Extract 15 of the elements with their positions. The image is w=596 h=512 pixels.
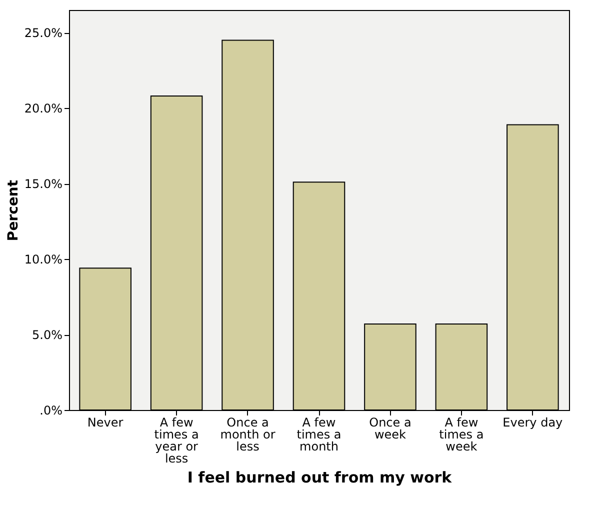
x-tick-label: Once a month or less (220, 416, 276, 454)
y-tick-label: 5.0% (32, 328, 62, 342)
x-tick-label: Never (87, 416, 124, 430)
y-tick-label: 15.0% (24, 177, 62, 192)
y-axis-title: Percent (5, 180, 22, 242)
y-tick-label: 20.0% (24, 102, 62, 116)
x-tick-label: A few times a month (296, 416, 342, 454)
y-tick-label: 25.0% (24, 26, 62, 40)
x-axis-title: I feel burned out from my work (187, 468, 453, 486)
x-tick-label: Every day (502, 416, 563, 430)
y-tick-label: 10.0% (24, 252, 62, 267)
y-tick-label: .0% (40, 404, 62, 418)
x-tick-label: A few times a week (439, 416, 484, 454)
x-tick-label: Once a week (369, 416, 412, 442)
x-tick-label: A few times a year or less (154, 416, 199, 466)
